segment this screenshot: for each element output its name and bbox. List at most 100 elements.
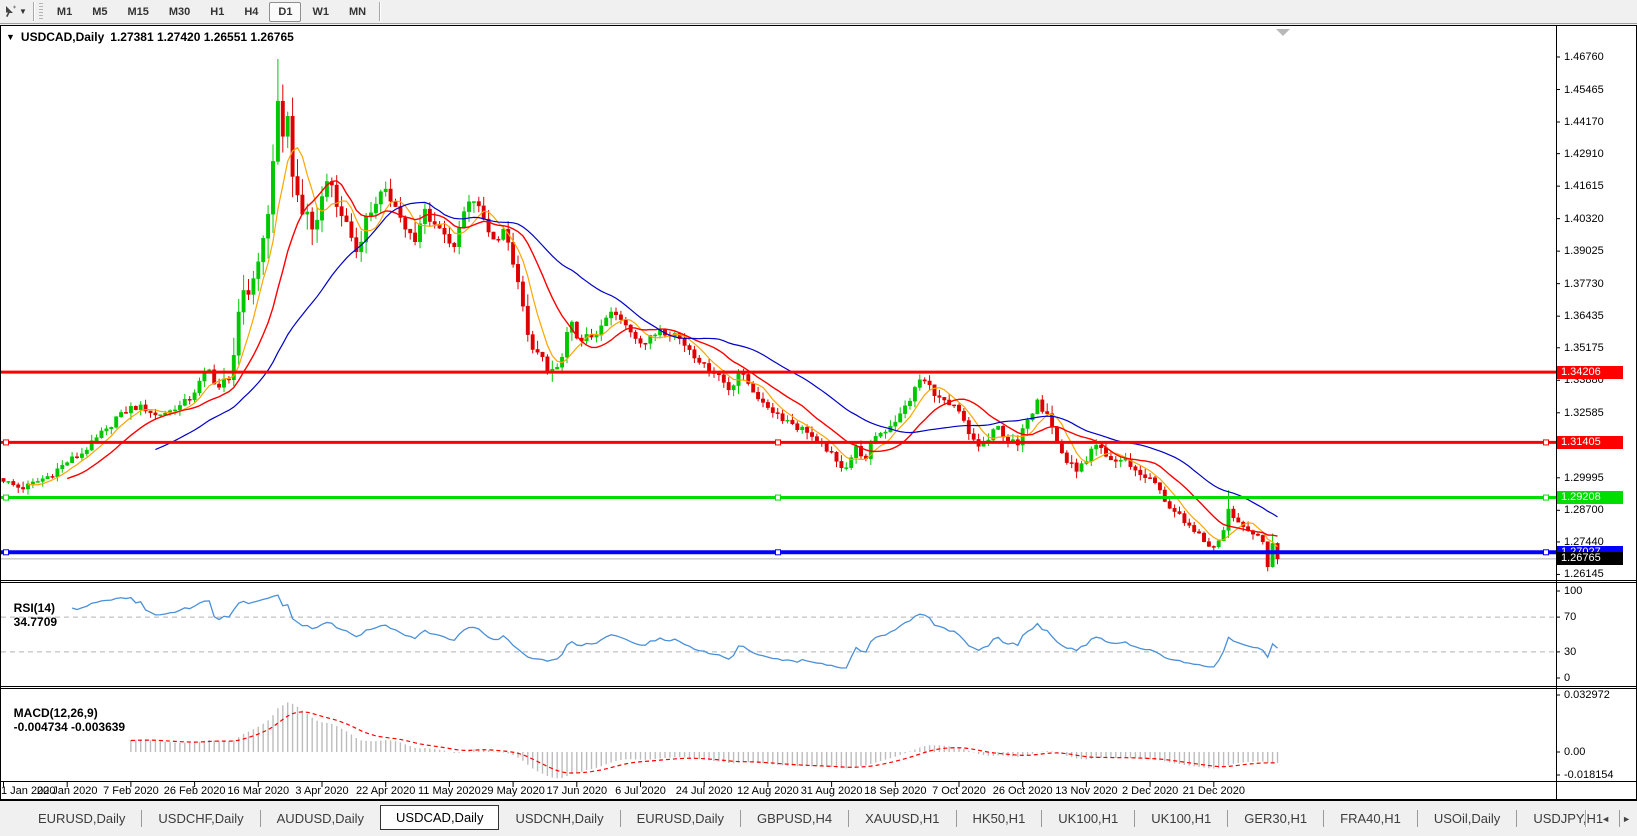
rsi-axis-label: 100 <box>1564 585 1583 597</box>
tabbar-separator <box>1585 810 1587 827</box>
line-handle[interactable] <box>775 439 781 446</box>
hline-price-badge: 1.29208 <box>1557 491 1623 505</box>
timeframe-button-m30[interactable]: M30 <box>168 5 191 18</box>
toolbar-grip-handle[interactable] <box>38 2 43 21</box>
chart-tab-usdchf-daily[interactable]: USDCHF,Daily <box>158 811 244 826</box>
macd-axis-label: -0.018154 <box>1564 769 1614 781</box>
date-axis-label: 26 Oct 2020 <box>992 785 1053 797</box>
top-toolbar: ▼ M1 M5 M15 M30 H1 H4 D1 W1 MN <box>0 0 1637 24</box>
date-axis-label: 1 Jan 2020 <box>1 785 56 797</box>
timeframe-button-h4[interactable]: H4 <box>244 5 259 18</box>
toolbar-separator <box>32 2 34 21</box>
date-axis-label: 17 Jun 2020 <box>546 785 608 797</box>
date-axis-label: 20 Jan 2020 <box>36 785 98 797</box>
chart-tab-xauusd-h1[interactable]: XAUUSD,H1 <box>865 811 940 826</box>
price-axis-label: 1.46760 <box>1564 51 1604 63</box>
line-handle[interactable] <box>3 439 9 446</box>
date-axis-label: 31 Aug 2020 <box>800 785 863 797</box>
date-axis-label: 24 Jul 2020 <box>675 785 733 797</box>
line-handle[interactable] <box>1543 494 1549 501</box>
horizontal-line[interactable] <box>1 494 1556 501</box>
timeframe-button-h1[interactable]: H1 <box>210 5 225 18</box>
chart-tab-gbpusd-h4[interactable]: GBPUSD,H4 <box>756 811 833 826</box>
line-handle[interactable] <box>1543 549 1549 556</box>
date-axis-label: 2 Dec 2020 <box>1121 785 1179 797</box>
date-axis-label: 3 Apr 2020 <box>295 785 349 797</box>
date-axis-label: 29 May 2020 <box>481 785 545 797</box>
date-axis-label: 12 Aug 2020 <box>736 785 799 797</box>
price-axis-label: 1.32585 <box>1564 406 1604 419</box>
chart-tab-eurusd-daily[interactable]: EURUSD,Daily <box>38 811 126 826</box>
timeframe-button-mn[interactable]: MN <box>348 5 367 18</box>
date-axis-label: 16 Mar 2020 <box>227 785 290 797</box>
tab-separator <box>259 810 261 827</box>
date-axis-label: 7 Oct 2020 <box>932 785 986 797</box>
crosshair-tool-icon[interactable] <box>2 4 18 20</box>
line-handle[interactable] <box>775 549 781 556</box>
price-axis-label: 1.37730 <box>1564 277 1604 290</box>
tab-separator <box>1416 810 1418 827</box>
tab-separator <box>1323 810 1325 827</box>
tab-separator <box>1227 810 1229 827</box>
collapse-icon[interactable]: ▼ <box>6 32 15 42</box>
timeframe-button-m15[interactable]: M15 <box>127 5 149 18</box>
line-handle[interactable] <box>3 549 9 556</box>
chart-tab-usdcnh-daily[interactable]: USDCNH,Daily <box>515 811 604 826</box>
tab-separator <box>848 810 850 827</box>
macd-label: MACD(12,26,9) -0.004734 -0.003639 <box>7 692 125 734</box>
chart-tab-uk100-h1[interactable]: UK100,H1 <box>1151 811 1212 826</box>
chart-tab-audusd-daily[interactable]: AUDUSD,Daily <box>276 811 365 826</box>
price-axis-label: 1.29995 <box>1564 471 1604 484</box>
rsi-line <box>71 594 1278 669</box>
timeframe-button-m1[interactable]: M1 <box>56 5 73 18</box>
rsi-name: RSI(14) <box>13 601 56 615</box>
tab-separator <box>1134 810 1136 827</box>
rsi-value: 34.7709 <box>13 615 58 629</box>
price-axis-label: 1.40320 <box>1564 212 1604 225</box>
tab-scroll-controls: ◄ ► <box>1582 801 1631 836</box>
macd-signal-line <box>130 711 1278 774</box>
tab-separator <box>739 810 741 827</box>
price-axis-label: 1.45465 <box>1564 83 1604 96</box>
tool-dropdown-caret-icon[interactable]: ▼ <box>19 7 27 16</box>
timeframe-button-d1[interactable]: D1 <box>269 1 302 22</box>
chart-shift-marker-icon[interactable] <box>1276 29 1290 36</box>
tab-scroll-left-icon[interactable]: ◄ <box>1601 813 1611 824</box>
chart-symbol: USDCAD,Daily <box>20 30 105 44</box>
rsi-label: RSI(14) 34.7709 <box>7 587 57 629</box>
date-axis-label: 18 Sep 2020 <box>864 785 927 797</box>
toolbar-separator <box>379 2 381 21</box>
chart-tab-usoil-daily[interactable]: USOil,Daily <box>1433 811 1501 826</box>
line-handle[interactable] <box>1543 439 1549 446</box>
line-handle[interactable] <box>775 494 781 501</box>
chart-tab-bar: EURUSD,Daily USDCHF,Daily AUDUSD,Daily USDC… <box>0 800 1637 836</box>
price-axis-label: 1.42910 <box>1564 147 1604 160</box>
chart-tab-eurusd-daily[interactable]: EURUSD,Daily <box>636 811 724 826</box>
chart-tab-uk100-h1[interactable]: UK100,H1 <box>1058 811 1119 826</box>
horizontal-line[interactable] <box>1 439 1556 446</box>
current-price-badge: 1.26765 <box>1557 552 1623 566</box>
tab-scroll-right-icon[interactable]: ► <box>1622 813 1631 824</box>
horizontal-line[interactable] <box>1 549 1556 556</box>
chart-tab-ger30-h1[interactable]: GER30,H1 <box>1244 811 1308 826</box>
timeframe-button-w1[interactable]: W1 <box>312 5 329 18</box>
price-axis-label: 1.35175 <box>1564 341 1604 354</box>
macd-histogram <box>130 702 1279 779</box>
line-handle[interactable] <box>3 494 9 501</box>
chart-tab-usdcad-daily[interactable]: USDCAD,Daily <box>380 805 500 830</box>
price-axis-label: 1.26145 <box>1564 568 1604 581</box>
chart-tab-fra40-h1[interactable]: FRA40,H1 <box>1340 811 1401 826</box>
rsi-axis-label: 70 <box>1564 611 1577 624</box>
macd-name: MACD(12,26,9) <box>13 706 98 720</box>
date-axis-label: 22 Apr 2020 <box>356 785 416 797</box>
timeframe-button-m5[interactable]: M5 <box>92 5 108 18</box>
chart-window-border <box>0 25 1637 800</box>
date-axis-label: 11 May 2020 <box>417 785 481 797</box>
ma-slow-line <box>155 201 1278 518</box>
chart-tab-hk50-h1[interactable]: HK50,H1 <box>972 811 1026 826</box>
hline-price-badge: 1.34206 <box>1557 365 1623 379</box>
candlestick-series[interactable] <box>1 59 1280 572</box>
date-axis-label: 6 Jul 2020 <box>615 785 666 797</box>
date-axis-label: 7 Feb 2020 <box>103 785 159 797</box>
